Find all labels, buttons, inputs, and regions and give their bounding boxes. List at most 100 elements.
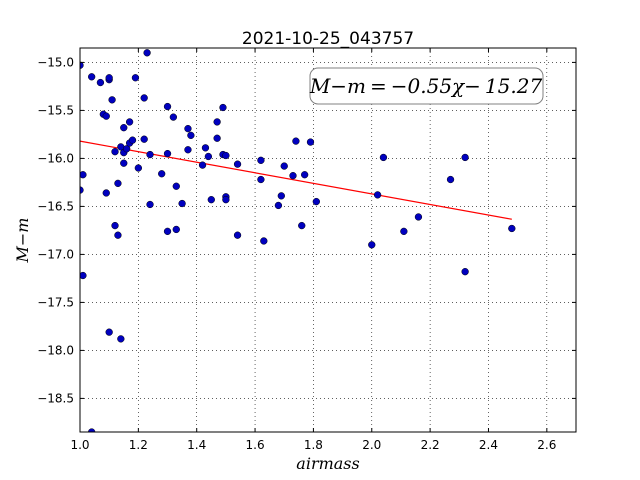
fit-equation-box: M−m = −0.55χ− 15.27 [309, 67, 544, 105]
data-point [198, 161, 207, 169]
data-point [114, 179, 122, 188]
x-tick-label: 1.6 [246, 438, 265, 452]
data-point [298, 221, 306, 230]
data-point [292, 137, 300, 145]
tick-marks [79, 48, 576, 432]
plot-background [80, 48, 576, 432]
data-point [134, 164, 143, 172]
x-tick-label: 1.2 [129, 438, 148, 452]
plot-area [79, 47, 577, 433]
data-point [158, 170, 166, 178]
data-point [306, 138, 315, 146]
data-point [379, 153, 388, 162]
data-point [80, 171, 87, 179]
x-tick-label: 1.0 [70, 438, 89, 452]
fit-equation-frame [309, 67, 544, 105]
fit-equation: M−m = −0.55χ− 15.27 [309, 74, 543, 98]
data-point [414, 213, 423, 221]
x-tick-label: 1.8 [304, 438, 323, 452]
data-point [102, 189, 110, 197]
data-point [446, 175, 455, 184]
data-point [277, 192, 285, 200]
y-tick-label: −18.0 [37, 343, 74, 357]
data-point [207, 196, 215, 204]
data-point [88, 73, 96, 81]
data-point [461, 268, 469, 276]
data-point [213, 118, 221, 126]
y-tick-label: −16.0 [37, 151, 74, 165]
x-tick-label: 2.4 [479, 438, 498, 452]
data-point [80, 61, 84, 69]
data-point [260, 237, 268, 245]
data-point [111, 221, 119, 230]
data-point [184, 146, 192, 154]
data-point [461, 153, 469, 162]
data-point [117, 335, 125, 343]
data-point [274, 201, 283, 210]
data-point [233, 160, 242, 168]
data-point [222, 196, 230, 204]
data-point [114, 231, 122, 239]
data-point [102, 112, 110, 120]
data-point [146, 200, 154, 209]
data-point [140, 94, 148, 102]
data-point [143, 49, 151, 57]
x-tick-label: 2.2 [421, 438, 440, 452]
y-tick-labels: −15.0 −15.5 −16.0 −16.5 −17.0 −17.5 −18.0 −18.5 [37, 55, 74, 405]
data-point [233, 231, 242, 239]
data-point [204, 152, 213, 161]
data-point [88, 428, 96, 432]
data-point [172, 182, 180, 190]
data-point [120, 124, 128, 132]
data-point [163, 149, 172, 158]
data-point [108, 96, 116, 104]
data-point [105, 328, 113, 336]
y-tick-label: −15.0 [37, 55, 74, 69]
gridlines [80, 48, 576, 432]
data-point [163, 102, 172, 111]
data-point [312, 197, 320, 206]
y-tick-label: −17.0 [37, 247, 74, 261]
data-point [373, 191, 382, 199]
x-tick-label: 2.0 [362, 438, 381, 452]
data-point [400, 227, 408, 236]
y-tick-label: −15.5 [37, 103, 74, 117]
y-tick-label: −17.5 [37, 295, 74, 309]
data-point [508, 224, 516, 233]
x-tick-label: 2.6 [537, 438, 556, 452]
data-point [125, 118, 134, 126]
data-point [213, 134, 221, 142]
data-point [80, 186, 84, 194]
data-point [140, 135, 148, 143]
chart-title: 2021-10-25_043757 [242, 29, 414, 49]
data-point [222, 151, 230, 160]
data-point [257, 175, 265, 184]
y-tick-label: −18.5 [37, 391, 74, 405]
data-point [123, 145, 131, 153]
plot-frame [79, 47, 577, 433]
data-point [187, 131, 195, 140]
data-point [128, 136, 137, 144]
data-point [120, 159, 128, 167]
data-point [172, 225, 180, 234]
x-tick-label: 1.4 [187, 438, 206, 452]
data-point [178, 199, 186, 208]
data-point [257, 156, 265, 164]
data-point [131, 74, 140, 82]
data-point [80, 271, 87, 280]
data-point [201, 144, 210, 152]
data-point [368, 241, 376, 249]
data-point [111, 148, 119, 156]
data-points [80, 49, 516, 432]
data-point [280, 162, 288, 170]
data-point [289, 172, 297, 180]
y-axis-label: M−m [13, 218, 32, 264]
y-tick-label: −16.5 [37, 199, 74, 213]
x-tick-labels: 1.0 1.2 1.4 1.6 1.8 2.0 2.2 2.4 2.6 [70, 438, 556, 452]
data-point [169, 113, 178, 121]
data-point [146, 150, 154, 159]
x-axis-label: airmass [296, 454, 359, 473]
data-point [105, 74, 113, 82]
data-point [219, 103, 227, 112]
